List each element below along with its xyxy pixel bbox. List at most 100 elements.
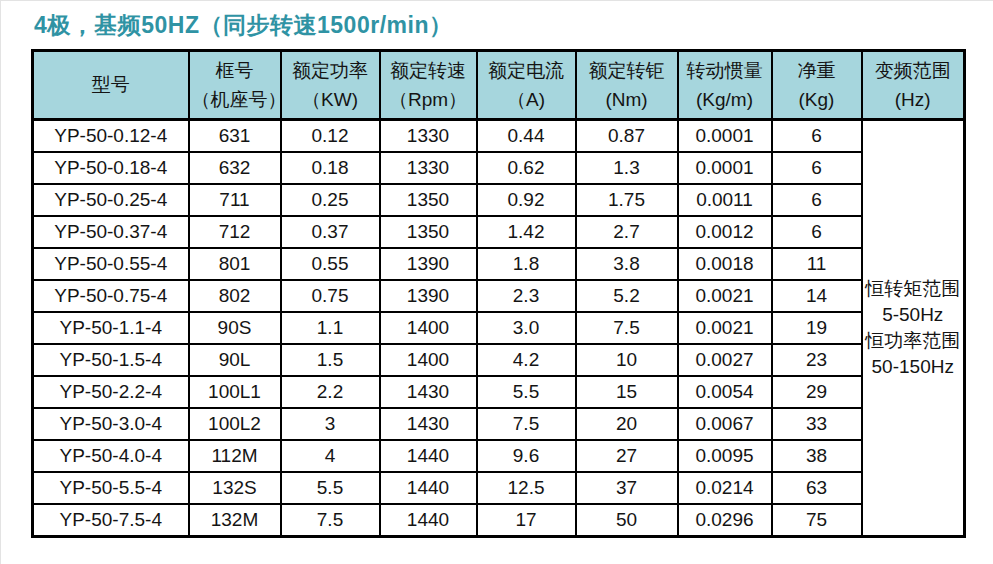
table-cell: YP-50-0.37-4 — [33, 216, 189, 248]
table-cell: 29 — [772, 376, 862, 408]
table-cell: 1390 — [380, 280, 477, 312]
table-row: YP-50-0.55-48010.5513901.83.80.001811 — [33, 248, 965, 280]
table-cell: 37 — [576, 472, 678, 504]
table-cell: 0.18 — [281, 152, 380, 184]
table-cell: 0.0095 — [678, 440, 772, 472]
table-cell: 1400 — [380, 312, 477, 344]
table-cell: 6 — [772, 152, 862, 184]
table-cell: 90S — [189, 312, 281, 344]
table-cell: YP-50-4.0-4 — [33, 440, 189, 472]
table-cell: 0.25 — [281, 184, 380, 216]
table-cell: 19 — [772, 312, 862, 344]
table-cell: 0.92 — [477, 184, 576, 216]
column-header-inertia: 转动惯量 (Kg/m) — [678, 51, 772, 120]
table-cell: YP-50-3.0-4 — [33, 408, 189, 440]
table-header: 型号 框号 （机座号） 额定功率 （KW) 额定转速 （Rpm） 额定电流 （A… — [33, 51, 965, 120]
table-cell: 11 — [772, 248, 862, 280]
table-cell: 2.7 — [576, 216, 678, 248]
table-cell: 4 — [281, 440, 380, 472]
table-cell: YP-50-1.5-4 — [33, 344, 189, 376]
table-row: YP-50-0.12-46310.1213300.440.870.00016恒转… — [33, 120, 965, 153]
table-cell: 1440 — [380, 440, 477, 472]
table-cell: 33 — [772, 408, 862, 440]
table-cell: 17 — [477, 504, 576, 537]
table-row: YP-50-1.5-490L1.514004.2100.002723 — [33, 344, 965, 376]
table-cell: 100L1 — [189, 376, 281, 408]
table-cell: YP-50-0.18-4 — [33, 152, 189, 184]
table-cell: 0.0012 — [678, 216, 772, 248]
column-header-frequency-range: 变频范围 (Hz) — [862, 51, 965, 120]
table-cell: 6 — [772, 184, 862, 216]
table-cell: 632 — [189, 152, 281, 184]
table-cell: 15 — [576, 376, 678, 408]
table-cell: 712 — [189, 216, 281, 248]
table-cell: 4.2 — [477, 344, 576, 376]
frequency-range-line: 恒转矩范围 — [865, 276, 962, 302]
table-cell: 5.5 — [281, 472, 380, 504]
table-cell: 1.42 — [477, 216, 576, 248]
table-cell: 132M — [189, 504, 281, 537]
table-cell: 1400 — [380, 344, 477, 376]
table-cell: 802 — [189, 280, 281, 312]
table-cell: 3.8 — [576, 248, 678, 280]
table-cell: 631 — [189, 120, 281, 153]
table-cell: 0.44 — [477, 120, 576, 153]
table-cell: 132S — [189, 472, 281, 504]
table-cell: 0.0001 — [678, 152, 772, 184]
table-cell: 14 — [772, 280, 862, 312]
table-cell: 112M — [189, 440, 281, 472]
column-header-rated-current: 额定电流 （A) — [477, 51, 576, 120]
table-cell: 0.87 — [576, 120, 678, 153]
motor-spec-table: 型号 框号 （机座号） 额定功率 （KW) 额定转速 （Rpm） 额定电流 （A… — [31, 49, 966, 538]
column-header-rated-torque: 额定转钜 (Nm) — [576, 51, 678, 120]
table-cell: 38 — [772, 440, 862, 472]
table-row: YP-50-1.1-490S1.114003.07.50.002119 — [33, 312, 965, 344]
table-cell: 1.3 — [576, 152, 678, 184]
table-cell: 0.0011 — [678, 184, 772, 216]
table-cell: 20 — [576, 408, 678, 440]
table-cell: 0.0054 — [678, 376, 772, 408]
header-row: 型号 框号 （机座号） 额定功率 （KW) 额定转速 （Rpm） 额定电流 （A… — [33, 51, 965, 120]
table-cell: 1440 — [380, 472, 477, 504]
table-cell: 6 — [772, 120, 862, 153]
table-cell: 0.0067 — [678, 408, 772, 440]
table-cell: YP-50-1.1-4 — [33, 312, 189, 344]
table-cell: 63 — [772, 472, 862, 504]
table-cell: 1440 — [380, 504, 477, 537]
table-cell: YP-50-0.12-4 — [33, 120, 189, 153]
table-cell: 2.3 — [477, 280, 576, 312]
table-row: YP-50-2.2-4100L12.214305.5150.005429 — [33, 376, 965, 408]
table-row: YP-50-5.5-4132S5.5144012.5370.021463 — [33, 472, 965, 504]
table-cell: 0.75 — [281, 280, 380, 312]
table-cell: 0.0027 — [678, 344, 772, 376]
table-cell: 7.5 — [281, 504, 380, 537]
frequency-range-line: 50-150Hz — [865, 354, 962, 380]
table-cell: YP-50-5.5-4 — [33, 472, 189, 504]
frequency-range-line: 5-50Hz — [865, 302, 962, 328]
frequency-range-line: 恒功率范围 — [865, 328, 962, 354]
table-cell: 1430 — [380, 376, 477, 408]
table-row: YP-50-0.18-46320.1813300.621.30.00016 — [33, 152, 965, 184]
table-cell: 7.5 — [477, 408, 576, 440]
table-cell: YP-50-0.25-4 — [33, 184, 189, 216]
table-cell: 2.2 — [281, 376, 380, 408]
table-cell: 1.75 — [576, 184, 678, 216]
table-cell: 1390 — [380, 248, 477, 280]
table-row: YP-50-3.0-4100L2314307.5200.006733 — [33, 408, 965, 440]
table-cell: 0.62 — [477, 152, 576, 184]
table-cell: 5.2 — [576, 280, 678, 312]
table-row: YP-50-4.0-4112M414409.6270.009538 — [33, 440, 965, 472]
table-cell: 1330 — [380, 120, 477, 153]
table-cell: 6 — [772, 216, 862, 248]
table-cell: 1330 — [380, 152, 477, 184]
column-header-model: 型号 — [33, 51, 189, 120]
column-header-net-weight: 净重 (Kg) — [772, 51, 862, 120]
table-cell: 75 — [772, 504, 862, 537]
table-cell: 0.0214 — [678, 472, 772, 504]
table-cell: 7.5 — [576, 312, 678, 344]
table-cell: 0.12 — [281, 120, 380, 153]
table-cell: 0.0021 — [678, 280, 772, 312]
table-cell: YP-50-7.5-4 — [33, 504, 189, 537]
table-cell: 0.0296 — [678, 504, 772, 537]
table-row: YP-50-0.37-47120.3713501.422.70.00126 — [33, 216, 965, 248]
